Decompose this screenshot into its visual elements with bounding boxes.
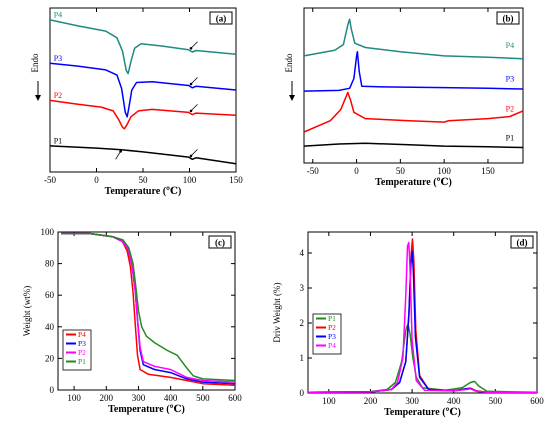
series-label-p1: P1 bbox=[506, 133, 514, 142]
plot-frame bbox=[307, 231, 538, 394]
annotation-arrow bbox=[115, 151, 121, 160]
x-tick-label: -50 bbox=[44, 175, 56, 185]
x-tick-label: 500 bbox=[196, 393, 210, 403]
y-tick-label: 0 bbox=[300, 388, 305, 398]
y-axis-label: Endo bbox=[30, 53, 40, 72]
y-axis-label: Driv Weight (%) bbox=[272, 282, 282, 342]
annotation-arrow bbox=[190, 77, 198, 85]
legend-entry-p3: P3 bbox=[328, 332, 336, 341]
panel-label-box bbox=[510, 235, 534, 249]
series-label-p4: P4 bbox=[54, 11, 62, 20]
x-tick-label: 150 bbox=[481, 166, 495, 176]
legend-box bbox=[312, 313, 342, 355]
annotation-arrow bbox=[190, 149, 198, 157]
annotation-arrow-head bbox=[189, 154, 193, 158]
x-tick-label: 300 bbox=[132, 393, 146, 403]
panel-label: (b) bbox=[503, 14, 514, 24]
endo-arrow-head bbox=[289, 95, 295, 101]
legend-entry-p2: P2 bbox=[78, 348, 86, 357]
endo-arrow-head bbox=[35, 95, 41, 101]
legend-entry-p4: P4 bbox=[328, 341, 336, 350]
x-tick-label: 400 bbox=[164, 393, 178, 403]
x-tick-label: 200 bbox=[100, 393, 114, 403]
x-tick-label: 100 bbox=[437, 166, 451, 176]
series-line-p4 bbox=[307, 241, 537, 394]
series-line-p1 bbox=[49, 145, 237, 165]
chart-panel-d: 100 200 300 400 500 600 0 1 2 3 4 Temperature (℃) Dr… bbox=[272, 231, 544, 418]
y-tick-label: 40 bbox=[45, 322, 55, 332]
x-tick-label: 600 bbox=[228, 393, 242, 403]
legend-entry-p2: P2 bbox=[328, 323, 336, 332]
series-line-p4 bbox=[49, 19, 237, 75]
x-tick-label: 600 bbox=[530, 396, 544, 406]
x-tick-label: -50 bbox=[307, 166, 319, 176]
annotation-arrow-head bbox=[189, 82, 193, 86]
y-tick-label: 2 bbox=[300, 318, 305, 328]
panel-label: (a) bbox=[216, 14, 227, 24]
legend-entry-p3: P3 bbox=[78, 339, 86, 348]
y-tick-label: 1 bbox=[300, 353, 305, 363]
x-tick-label: 50 bbox=[396, 166, 406, 176]
y-tick-label: 100 bbox=[41, 227, 55, 237]
y-axis-label: Endo bbox=[284, 53, 294, 72]
series-line-p4 bbox=[303, 18, 524, 60]
series-label-p1: P1 bbox=[54, 137, 62, 146]
x-tick-label: 100 bbox=[322, 396, 336, 406]
legend-entry-p1: P1 bbox=[78, 357, 86, 366]
x-tick-label: 0 bbox=[354, 166, 359, 176]
chart-panel-a: -50 0 50 100 150 Temperature (℃) Endo (a) P4 P3 P2… bbox=[30, 7, 243, 197]
legend-box bbox=[62, 329, 92, 371]
plot-frame bbox=[57, 231, 236, 391]
panel-label-box bbox=[208, 235, 232, 249]
x-tick-label: 300 bbox=[405, 396, 419, 406]
x-tick-label: 100 bbox=[183, 175, 197, 185]
x-axis-label: Temperature (℃) bbox=[108, 404, 185, 415]
y-tick-label: 3 bbox=[300, 283, 305, 293]
series-label-p3: P3 bbox=[54, 54, 62, 63]
legend-entry-p4: P4 bbox=[78, 330, 86, 339]
chart-panel-b: -50 0 50 100 150 Temperature (℃) Endo (b) P4 P3 P2… bbox=[284, 7, 524, 188]
x-tick-label: 200 bbox=[364, 396, 378, 406]
series-line-p2 bbox=[303, 91, 524, 133]
plot-frame bbox=[303, 7, 524, 164]
annotation-arrow-head bbox=[119, 150, 122, 153]
series-label-p4: P4 bbox=[506, 41, 514, 50]
x-axis-label: Temperature (℃) bbox=[375, 177, 452, 188]
series-line-p2 bbox=[307, 238, 537, 394]
series-line-p1 bbox=[303, 142, 524, 149]
x-tick-label: 100 bbox=[67, 393, 81, 403]
series-label-p2: P2 bbox=[54, 91, 62, 100]
panel-label: (d) bbox=[517, 238, 528, 248]
x-tick-label: 500 bbox=[489, 396, 503, 406]
x-tick-label: 400 bbox=[447, 396, 461, 406]
series-line-p3 bbox=[307, 250, 537, 394]
series-line-p3 bbox=[49, 62, 237, 118]
y-tick-label: 4 bbox=[300, 248, 305, 258]
annotation-arrow-head bbox=[189, 46, 193, 50]
series-line-p1 bbox=[61, 232, 236, 382]
x-tick-label: 50 bbox=[139, 175, 149, 185]
x-axis-label: Temperature (℃) bbox=[384, 407, 461, 418]
panel-label-box bbox=[496, 11, 520, 25]
y-tick-label: 0 bbox=[50, 385, 55, 395]
chart-panel-c: 100 200 300 400 500 600 0 20 40 60 80 100 Temperatur… bbox=[22, 227, 242, 415]
series-line-p2 bbox=[49, 99, 237, 130]
panel-label-box bbox=[209, 11, 233, 25]
panel-label: (c) bbox=[215, 238, 225, 248]
y-tick-label: 20 bbox=[45, 353, 55, 363]
x-tick-label: 0 bbox=[94, 175, 99, 185]
y-tick-label: 60 bbox=[45, 290, 55, 300]
annotation-arrow bbox=[190, 104, 198, 112]
series-label-p2: P2 bbox=[506, 105, 514, 114]
series-line-p3 bbox=[303, 50, 524, 92]
legend-entry-p1: P1 bbox=[328, 314, 336, 323]
y-axis-label: Weight (wt%) bbox=[22, 286, 32, 337]
x-tick-label: 150 bbox=[229, 175, 243, 185]
series-label-p3: P3 bbox=[506, 74, 514, 83]
annotation-arrow bbox=[190, 41, 198, 49]
y-tick-label: 80 bbox=[45, 259, 55, 269]
x-axis-label: Temperature (℃) bbox=[105, 186, 182, 197]
annotation-arrow-head bbox=[189, 109, 193, 113]
